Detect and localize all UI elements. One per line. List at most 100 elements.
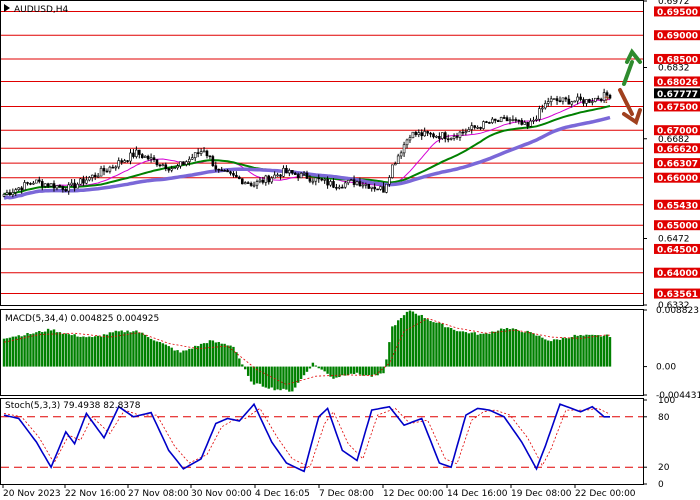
- candle-body: [329, 181, 332, 186]
- candle-body: [217, 168, 221, 171]
- candle-body: [117, 160, 121, 168]
- candle-body: [26, 182, 29, 184]
- candle-body: [417, 132, 421, 135]
- macd-bar: [602, 335, 606, 367]
- candle-body: [202, 150, 206, 153]
- stoch-tick-label: 80: [658, 413, 670, 423]
- macd-bar: [123, 332, 126, 367]
- macd-bar: [267, 366, 270, 389]
- macd-bar: [479, 333, 482, 367]
- candle-body: [364, 183, 368, 186]
- candle-body: [449, 137, 453, 140]
- macd-bar: [591, 334, 594, 367]
- macd-bar: [417, 315, 420, 367]
- candle-body: [129, 152, 132, 162]
- candle-body: [76, 183, 79, 189]
- macd-bar: [17, 335, 20, 367]
- macd-bar: [494, 331, 497, 367]
- candle-body: [158, 164, 162, 167]
- macd-bar: [388, 342, 391, 367]
- candle-body: [143, 155, 147, 158]
- macd-bar: [164, 344, 167, 367]
- macd-bar: [88, 336, 91, 367]
- macd-bar: [605, 334, 609, 367]
- stoch-tick-label: 20: [658, 463, 670, 473]
- macd-bar: [508, 329, 512, 367]
- macd-bar: [29, 334, 32, 367]
- macd-tick-label: 0.008823: [656, 306, 699, 316]
- macd-bar: [96, 335, 100, 367]
- macd-bar: [305, 366, 309, 372]
- candle-body: [582, 99, 585, 104]
- macd-bar: [93, 336, 97, 367]
- macd-bar: [523, 332, 526, 367]
- candle-body: [593, 97, 597, 102]
- candle-body: [135, 149, 138, 157]
- macd-bar: [376, 366, 379, 376]
- candle-body: [111, 166, 115, 169]
- candle-body: [535, 118, 538, 121]
- macd-tick-label: 0.00: [656, 363, 676, 373]
- x-tick-label: 19 Dec 08:00: [511, 489, 572, 499]
- candle-body: [493, 118, 497, 121]
- level-label-bg: [654, 53, 700, 64]
- candle-body: [82, 178, 85, 184]
- level-label-bg: [654, 220, 700, 231]
- macd-bar: [105, 334, 109, 367]
- candle-body: [255, 181, 259, 186]
- candle-body: [273, 174, 276, 179]
- candle-body: [138, 149, 141, 155]
- candle-body: [190, 157, 194, 160]
- candle-body: [552, 98, 556, 100]
- candle-body: [396, 155, 400, 164]
- macd-bar: [311, 362, 315, 367]
- macd-bar: [432, 322, 435, 367]
- macd-bar: [349, 366, 353, 374]
- candle-body: [358, 181, 362, 187]
- stoch-tick-label: 0: [658, 480, 664, 490]
- macd-bar: [291, 366, 294, 392]
- macd-bar: [141, 332, 144, 367]
- x-tick-label: 27 Nov 08:00: [128, 489, 189, 499]
- macd-bar: [547, 340, 550, 367]
- candle-body: [505, 117, 509, 122]
- level-label: 0.69000: [657, 32, 698, 42]
- candle-body: [323, 179, 326, 181]
- macd-bar: [11, 336, 15, 367]
- candle-body: [432, 133, 435, 138]
- level-label: 0.68500: [657, 55, 698, 65]
- macd-bar: [102, 334, 106, 367]
- candle-body: [520, 120, 524, 125]
- macd-bar: [55, 332, 59, 367]
- candle-body: [188, 158, 191, 162]
- candle-body: [155, 159, 159, 166]
- candle-body: [226, 170, 229, 173]
- candle-body: [311, 180, 315, 183]
- candle-body: [605, 92, 609, 96]
- candle-body: [35, 179, 38, 184]
- level-label: 0.64000: [657, 269, 698, 279]
- candle-body: [314, 177, 318, 182]
- macd-bar: [576, 335, 579, 367]
- level-label-bg: [654, 76, 700, 87]
- candle-body: [17, 187, 21, 190]
- macd-bar: [517, 330, 521, 367]
- macd-bar: [161, 343, 165, 367]
- candle-body: [458, 131, 462, 138]
- macd-bar: [99, 336, 103, 367]
- macd-bar: [8, 337, 12, 367]
- macd-bar: [382, 366, 385, 374]
- candle-body: [23, 182, 26, 191]
- candle-body: [482, 121, 485, 129]
- macd-bar: [202, 343, 206, 367]
- macd-bar: [64, 333, 67, 367]
- candle-body: [196, 152, 200, 154]
- candle-body: [526, 122, 529, 127]
- macd-bar: [79, 336, 82, 367]
- macd-bar: [588, 334, 591, 367]
- candle-body: [385, 183, 388, 193]
- candle-body: [491, 118, 494, 123]
- candle-body: [341, 186, 344, 189]
- candle-body: [90, 174, 94, 178]
- level-label-bg: [654, 125, 700, 136]
